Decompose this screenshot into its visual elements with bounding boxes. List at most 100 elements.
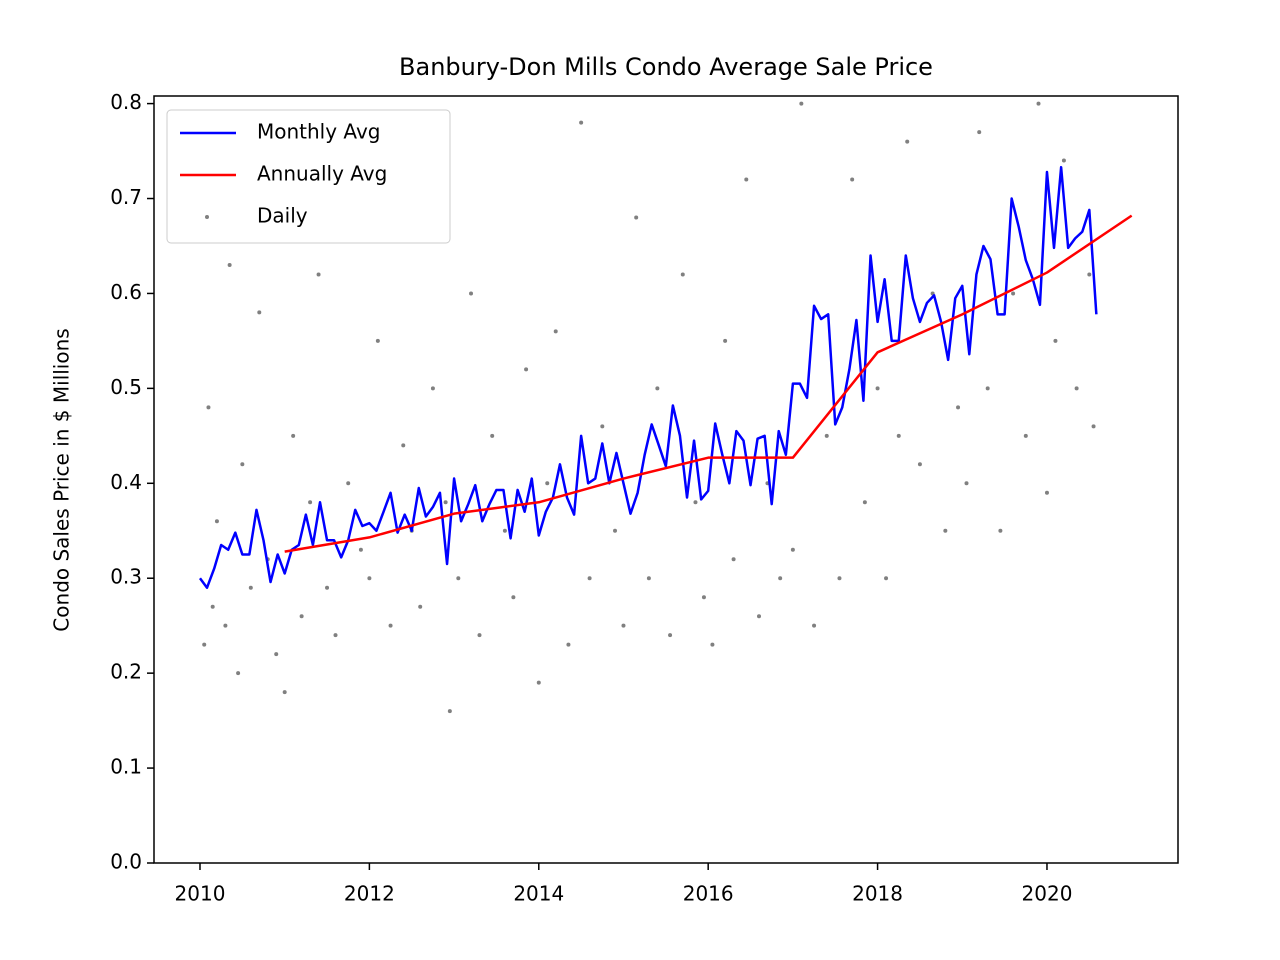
legend-marker	[205, 215, 209, 219]
x-tick-label: 2016	[683, 882, 734, 906]
daily-point	[1023, 433, 1028, 438]
daily-point	[401, 443, 406, 448]
daily-point	[308, 500, 313, 505]
daily-point	[1087, 272, 1092, 277]
daily-point	[905, 139, 910, 144]
y-tick-label: 0.8	[110, 90, 142, 114]
daily-point	[566, 642, 571, 647]
x-tick-label: 2012	[344, 882, 395, 906]
daily-point	[985, 386, 990, 391]
daily-point	[545, 481, 550, 486]
daily-point	[214, 519, 219, 524]
daily-point	[701, 595, 706, 600]
daily-point	[447, 709, 452, 714]
daily-point	[511, 595, 516, 600]
series-line	[198, 165, 1098, 589]
daily-point	[333, 633, 338, 638]
daily-point	[299, 614, 304, 619]
daily-point	[1061, 158, 1066, 163]
daily-point	[456, 576, 461, 581]
daily-point	[418, 604, 423, 609]
daily-point	[668, 633, 673, 638]
daily-point	[824, 433, 829, 438]
daily-point	[600, 424, 605, 429]
daily-point	[469, 291, 474, 296]
y-tick-label: 0.1	[110, 755, 142, 779]
x-tick-label: 2014	[513, 882, 564, 906]
daily-point	[731, 557, 736, 562]
daily-point	[490, 433, 495, 438]
daily-point	[430, 386, 435, 391]
daily-point	[799, 101, 804, 106]
daily-point	[723, 338, 728, 343]
plot-area	[198, 101, 1133, 714]
daily-point	[248, 585, 253, 590]
daily-point	[917, 462, 922, 467]
daily-point	[812, 623, 817, 628]
daily-point	[621, 623, 626, 628]
daily-point	[964, 481, 969, 486]
y-axis-label: Condo Sales Price in $ Millions	[50, 328, 74, 631]
daily-point	[756, 614, 761, 619]
daily-point	[325, 585, 330, 590]
daily-point	[274, 652, 279, 657]
daily-point	[1044, 490, 1049, 495]
daily-point	[477, 633, 482, 638]
daily-point	[1011, 291, 1016, 296]
daily-point	[850, 177, 855, 182]
daily-point	[837, 576, 842, 581]
plot-frame	[153, 95, 1179, 864]
daily-point	[236, 671, 241, 676]
legend-box	[166, 109, 451, 244]
daily-point	[875, 386, 880, 391]
daily-point	[862, 500, 867, 505]
daily-point	[790, 547, 795, 552]
legend-label: Daily	[257, 204, 308, 228]
daily-point	[710, 642, 715, 647]
daily-point	[443, 500, 448, 505]
daily-point	[210, 604, 215, 609]
daily-point	[896, 433, 901, 438]
y-tick-label: 0.6	[110, 280, 142, 304]
daily-point	[1074, 386, 1079, 391]
daily-point	[257, 310, 262, 315]
daily-point	[202, 642, 207, 647]
daily-point	[553, 329, 558, 334]
daily-point	[524, 367, 529, 372]
y-tick-label: 0.0	[110, 850, 142, 874]
daily-point	[536, 680, 541, 685]
daily-point	[1036, 101, 1041, 106]
daily-point	[1053, 338, 1058, 343]
daily-point	[744, 177, 749, 182]
daily-point	[613, 528, 618, 533]
daily-point	[587, 576, 592, 581]
daily-point	[1091, 424, 1096, 429]
daily-point	[367, 576, 372, 581]
chart-title: Banbury-Don Mills Condo Average Sale Pri…	[399, 53, 933, 81]
daily-point	[634, 215, 639, 220]
x-tick-label: 2020	[1022, 882, 1073, 906]
daily-point	[778, 576, 783, 581]
legend-label: Annually Avg	[257, 162, 387, 186]
daily-point	[977, 130, 982, 135]
y-tick-label: 0.7	[110, 185, 142, 209]
daily-point	[998, 528, 1003, 533]
daily-point	[291, 433, 296, 438]
daily-point	[646, 576, 651, 581]
daily-point	[884, 576, 889, 581]
legend-label: Monthly Avg	[257, 120, 380, 144]
daily-point	[358, 547, 363, 552]
daily-point	[282, 690, 287, 695]
daily-point	[655, 386, 660, 391]
daily-point	[346, 481, 351, 486]
y-tick-label: 0.5	[110, 375, 142, 399]
x-tick-label: 2018	[852, 882, 903, 906]
y-tick-label: 0.2	[110, 660, 142, 684]
daily-point	[388, 623, 393, 628]
daily-point	[240, 462, 245, 467]
daily-point	[943, 528, 948, 533]
daily-point	[375, 338, 380, 343]
daily-point	[579, 120, 584, 125]
y-tick-label: 0.3	[110, 565, 142, 589]
